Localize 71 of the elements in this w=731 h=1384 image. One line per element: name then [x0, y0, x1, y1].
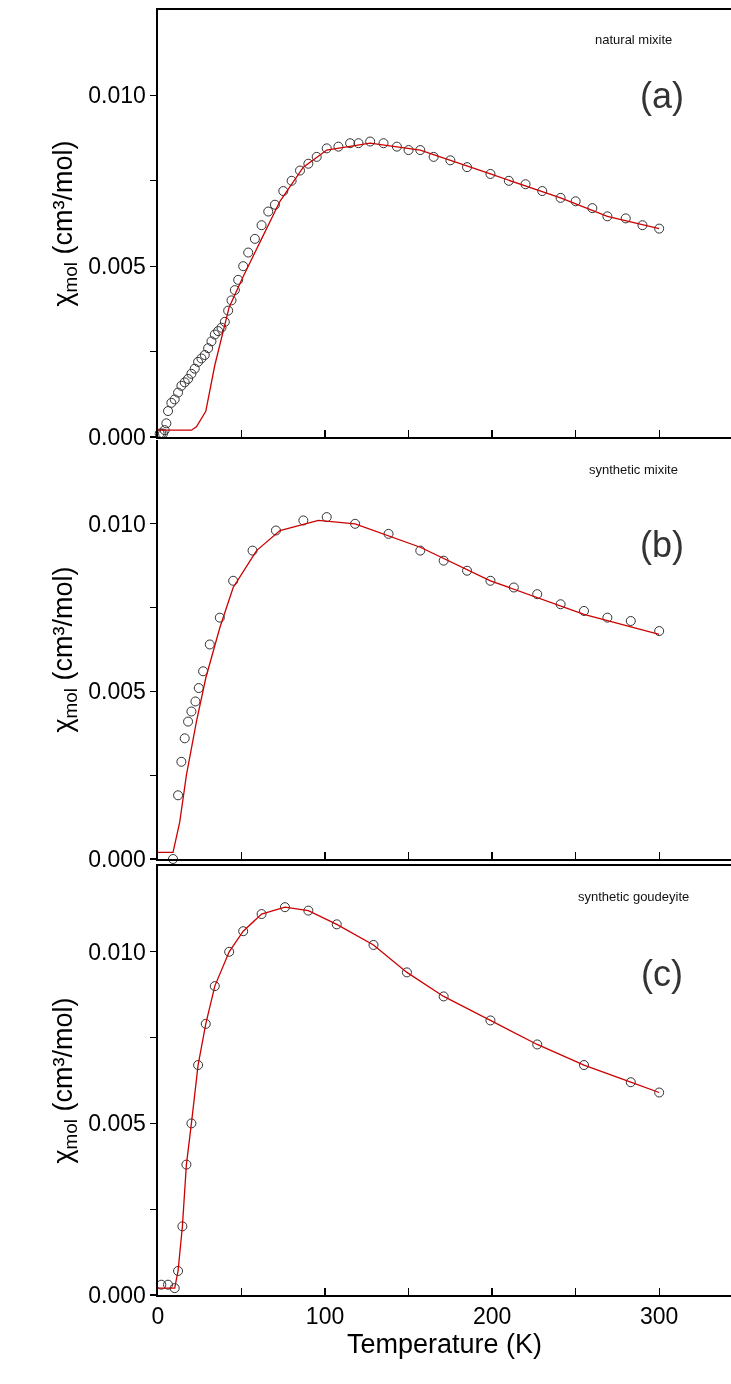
point: [368, 939, 379, 950]
point: [169, 1283, 180, 1294]
annotation: natural mixite: [595, 32, 673, 47]
point: [238, 926, 249, 937]
point: [508, 582, 519, 593]
y-tick-label: 0.000: [88, 424, 146, 451]
point: [532, 1039, 543, 1050]
point: [256, 909, 267, 920]
point: [228, 575, 239, 586]
point: [383, 528, 394, 539]
annotation: (b): [640, 524, 684, 565]
point: [177, 1221, 188, 1232]
y-tick-label: 0.005: [88, 253, 146, 280]
point: [186, 1118, 197, 1129]
annotation: (c): [641, 953, 683, 994]
point: [485, 575, 496, 586]
point: [654, 626, 665, 637]
x-axis-title: Temperature (K): [346, 1329, 543, 1360]
point: [532, 589, 543, 600]
point: [350, 518, 361, 529]
point: [279, 902, 290, 913]
point: [204, 639, 215, 650]
y-tick-label: 0.005: [88, 1110, 146, 1137]
point: [625, 1077, 636, 1088]
y-tick-label: 0.005: [88, 678, 146, 705]
point: [247, 545, 258, 556]
point: [438, 991, 449, 1002]
point: [270, 525, 281, 536]
annotation: synthetic goudeyite: [578, 889, 690, 904]
x-tick-label: 200: [472, 1303, 512, 1330]
point: [578, 605, 589, 616]
y-tick-label: 0.010: [88, 510, 146, 537]
point: [179, 733, 190, 744]
point: [168, 854, 179, 864]
point: [186, 706, 197, 717]
point: [173, 1265, 184, 1276]
point: [209, 981, 220, 992]
point: [303, 905, 314, 916]
point: [183, 716, 194, 727]
annotation: synthetic mixite: [589, 462, 678, 477]
point: [625, 616, 636, 627]
point: [401, 967, 412, 978]
point: [176, 756, 187, 767]
point: [415, 545, 426, 556]
point: [438, 555, 449, 566]
point: [200, 1018, 211, 1029]
point: [181, 1159, 192, 1170]
point: [163, 1279, 174, 1290]
point: [224, 946, 235, 957]
x-tick-label: 100: [305, 1303, 345, 1330]
x-tick-label: 0: [151, 1303, 165, 1330]
point: [331, 919, 342, 930]
point: [214, 612, 225, 623]
point: [578, 1060, 589, 1071]
point: [602, 612, 613, 623]
point: [654, 1087, 665, 1098]
x-tick-label: 300: [639, 1303, 679, 1330]
y-tick-label: 0.000: [88, 846, 146, 873]
point: [485, 1015, 496, 1026]
y-tick-label: 0.000: [88, 1282, 146, 1309]
point: [193, 1060, 204, 1071]
point: [173, 790, 184, 801]
point: [462, 565, 473, 576]
point: [555, 599, 566, 610]
point: [190, 696, 201, 707]
y-tick-label: 0.010: [88, 82, 146, 109]
point: [298, 515, 309, 526]
point: [321, 512, 332, 523]
annotation: (a): [640, 75, 684, 116]
y-tick-label: 0.010: [88, 938, 146, 965]
point: [193, 683, 204, 694]
